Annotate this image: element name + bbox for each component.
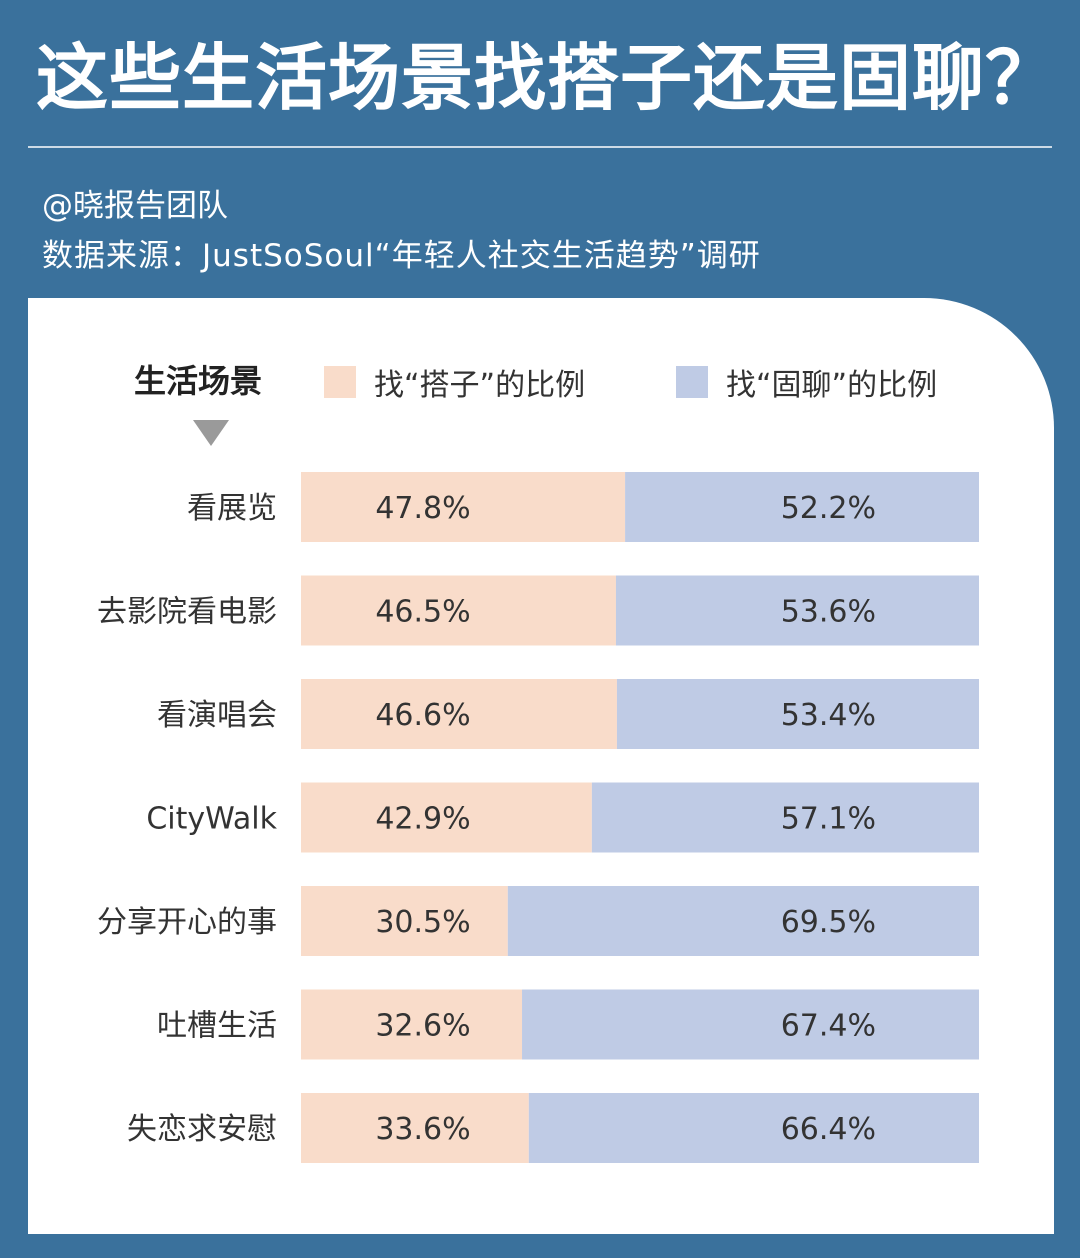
data-label-guliao: 66.4% (781, 1112, 876, 1147)
data-label-guliao: 52.2% (781, 491, 876, 526)
category-label: 看展览 (187, 491, 277, 526)
bar-segment-guliao (615, 575, 979, 646)
data-label-dazi: 46.5% (375, 595, 470, 630)
category-label: CityWalk (146, 802, 277, 837)
bar-segment-dazi (301, 472, 626, 542)
category-label: 看演唱会 (157, 698, 277, 733)
bar-segment-guliao (522, 989, 979, 1060)
bar-segment-dazi (301, 1093, 529, 1163)
chart-panel: 生活场景 找“搭子”的比例 找“固聊”的比例 看展览 47.8% 52.2% 去影院看… (28, 298, 1054, 1234)
data-label-dazi: 33.6% (375, 1112, 470, 1147)
page-title: 这些生活场景找搭子还是固聊？ (36, 36, 1059, 120)
data-label-guliao: 57.1% (781, 802, 876, 837)
bar-segment-dazi (301, 575, 616, 646)
legend-label-guliao: 找“固聊”的比例 (726, 368, 938, 403)
bar-segment-dazi (301, 782, 592, 853)
bar-segment-guliao (591, 782, 979, 853)
legend-label-dazi: 找“搭子”的比例 (374, 368, 586, 403)
category-label: 失恋求安慰 (127, 1112, 277, 1147)
category-label: 去影院看电影 (97, 595, 277, 630)
legend-swatch-dazi (324, 366, 356, 398)
category-label: 分享开心的事 (97, 905, 277, 940)
data-label-guliao: 53.6% (781, 595, 876, 630)
bar-segment-dazi (301, 679, 617, 749)
data-source: 数据来源：JustSoSoul“年轻人社交生活趋势”调研 (42, 238, 761, 274)
data-label-dazi: 47.8% (375, 491, 470, 526)
data-label-dazi: 42.9% (375, 802, 470, 837)
stacked-bar-chart: 看展览 47.8% 52.2% 去影院看电影 46.5% 53.6% 看演唱会 46.6% 53… (97, 472, 979, 1163)
bar-segment-dazi (301, 989, 523, 1060)
data-label-guliao: 69.5% (781, 905, 876, 940)
data-label-dazi: 46.6% (375, 698, 470, 733)
data-label-guliao: 67.4% (781, 1009, 876, 1044)
author-credit: @晓报告团队 (42, 188, 228, 224)
data-label-dazi: 32.6% (375, 1009, 470, 1044)
bar-segment-guliao (507, 886, 979, 956)
legend-item-dazi: 找“搭子”的比例 (324, 362, 586, 403)
data-label-dazi: 30.5% (375, 905, 470, 940)
category-label: 吐槽生活 (157, 1009, 277, 1044)
bar-segment-dazi (301, 886, 508, 956)
category-header: 生活场景 (134, 362, 263, 400)
bar-segment-guliao (625, 472, 979, 542)
bar-segment-guliao (616, 679, 979, 749)
data-label-guliao: 53.4% (781, 698, 876, 733)
bar-segment-guliao (528, 1093, 979, 1163)
legend-swatch-guliao (676, 366, 708, 398)
triangle-down-icon (193, 420, 229, 446)
title-divider (28, 146, 1052, 148)
legend-item-guliao: 找“固聊”的比例 (676, 362, 938, 403)
